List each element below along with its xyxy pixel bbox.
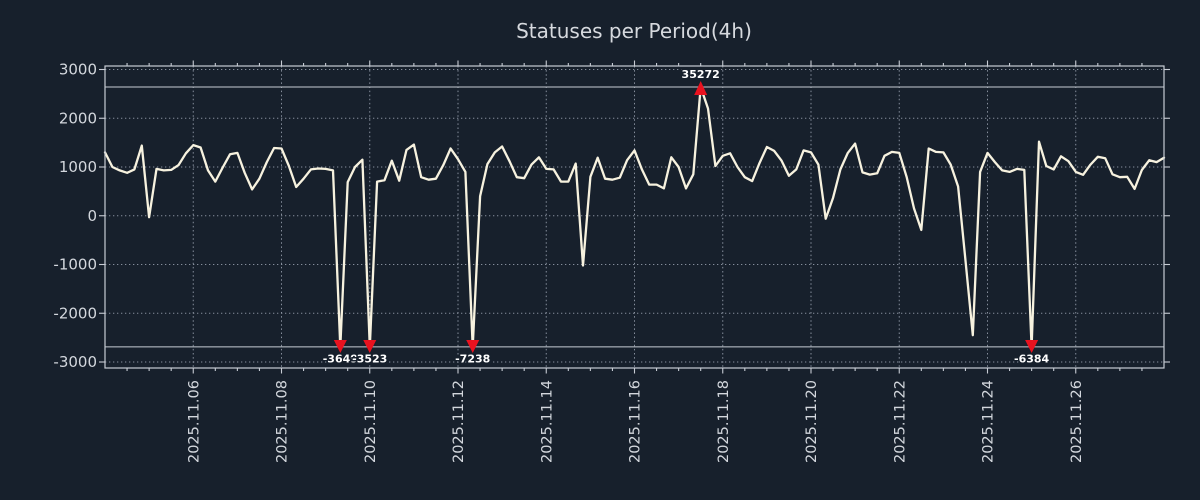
y-tick-label: -2000 (53, 304, 97, 322)
overflow-down-marker-icon (333, 340, 347, 353)
y-tick-label: -1000 (53, 256, 97, 274)
x-tick-label: 2025.11.24 (981, 380, 997, 463)
chart-title: Statuses per Period(4h) (516, 19, 752, 43)
series-line (103, 85, 1166, 349)
outlier-value-label: -3523 (352, 353, 387, 366)
x-tick-label: 2025.11.16 (628, 380, 644, 463)
y-tick-label: -3000 (53, 353, 97, 371)
x-tick-label: 2025.11.08 (275, 380, 291, 463)
x-tick-label: 2025.11.10 (363, 380, 379, 463)
x-tick-label: 2025.11.12 (451, 380, 467, 463)
gridlines (105, 66, 1164, 368)
x-tick-label: 2025.11.06 (186, 380, 202, 463)
outlier-value-label: -6384 (1014, 353, 1050, 366)
y-tick-label: 0 (87, 207, 97, 225)
x-tick-label: 2025.11.20 (804, 380, 820, 463)
overflow-down-marker-icon (1025, 340, 1039, 353)
outlier-value-label: 35272 (682, 68, 720, 81)
y-tick-label: 3000 (59, 61, 97, 79)
outlier-value-label: -3649 (323, 353, 358, 366)
outlier-value-label: -7238 (455, 353, 490, 366)
axis-ticks (99, 60, 1170, 374)
overflow-up-marker-icon (694, 81, 708, 95)
outlier-markers: -3649-3523 -7238 35272 -6384 (321, 67, 1051, 368)
series-line-group (103, 85, 1166, 349)
x-tick-label: 2025.11.18 (716, 380, 732, 463)
x-tick-label: 2025.11.22 (892, 380, 908, 463)
x-tick-label: 2025.11.26 (1069, 380, 1085, 463)
x-tick-label: 2025.11.14 (539, 380, 555, 463)
overflow-boundary-lines (105, 86, 1164, 348)
y-tick-label: 1000 (59, 158, 97, 176)
overflow-down-marker-icon (466, 340, 480, 353)
y-tick-label: 2000 (59, 109, 97, 127)
axis-labels: 3000 2000 1000 0 -1000 -2000 -3000 2025.11.06 20… (53, 61, 1085, 463)
overflow-down-marker-icon (363, 340, 377, 353)
